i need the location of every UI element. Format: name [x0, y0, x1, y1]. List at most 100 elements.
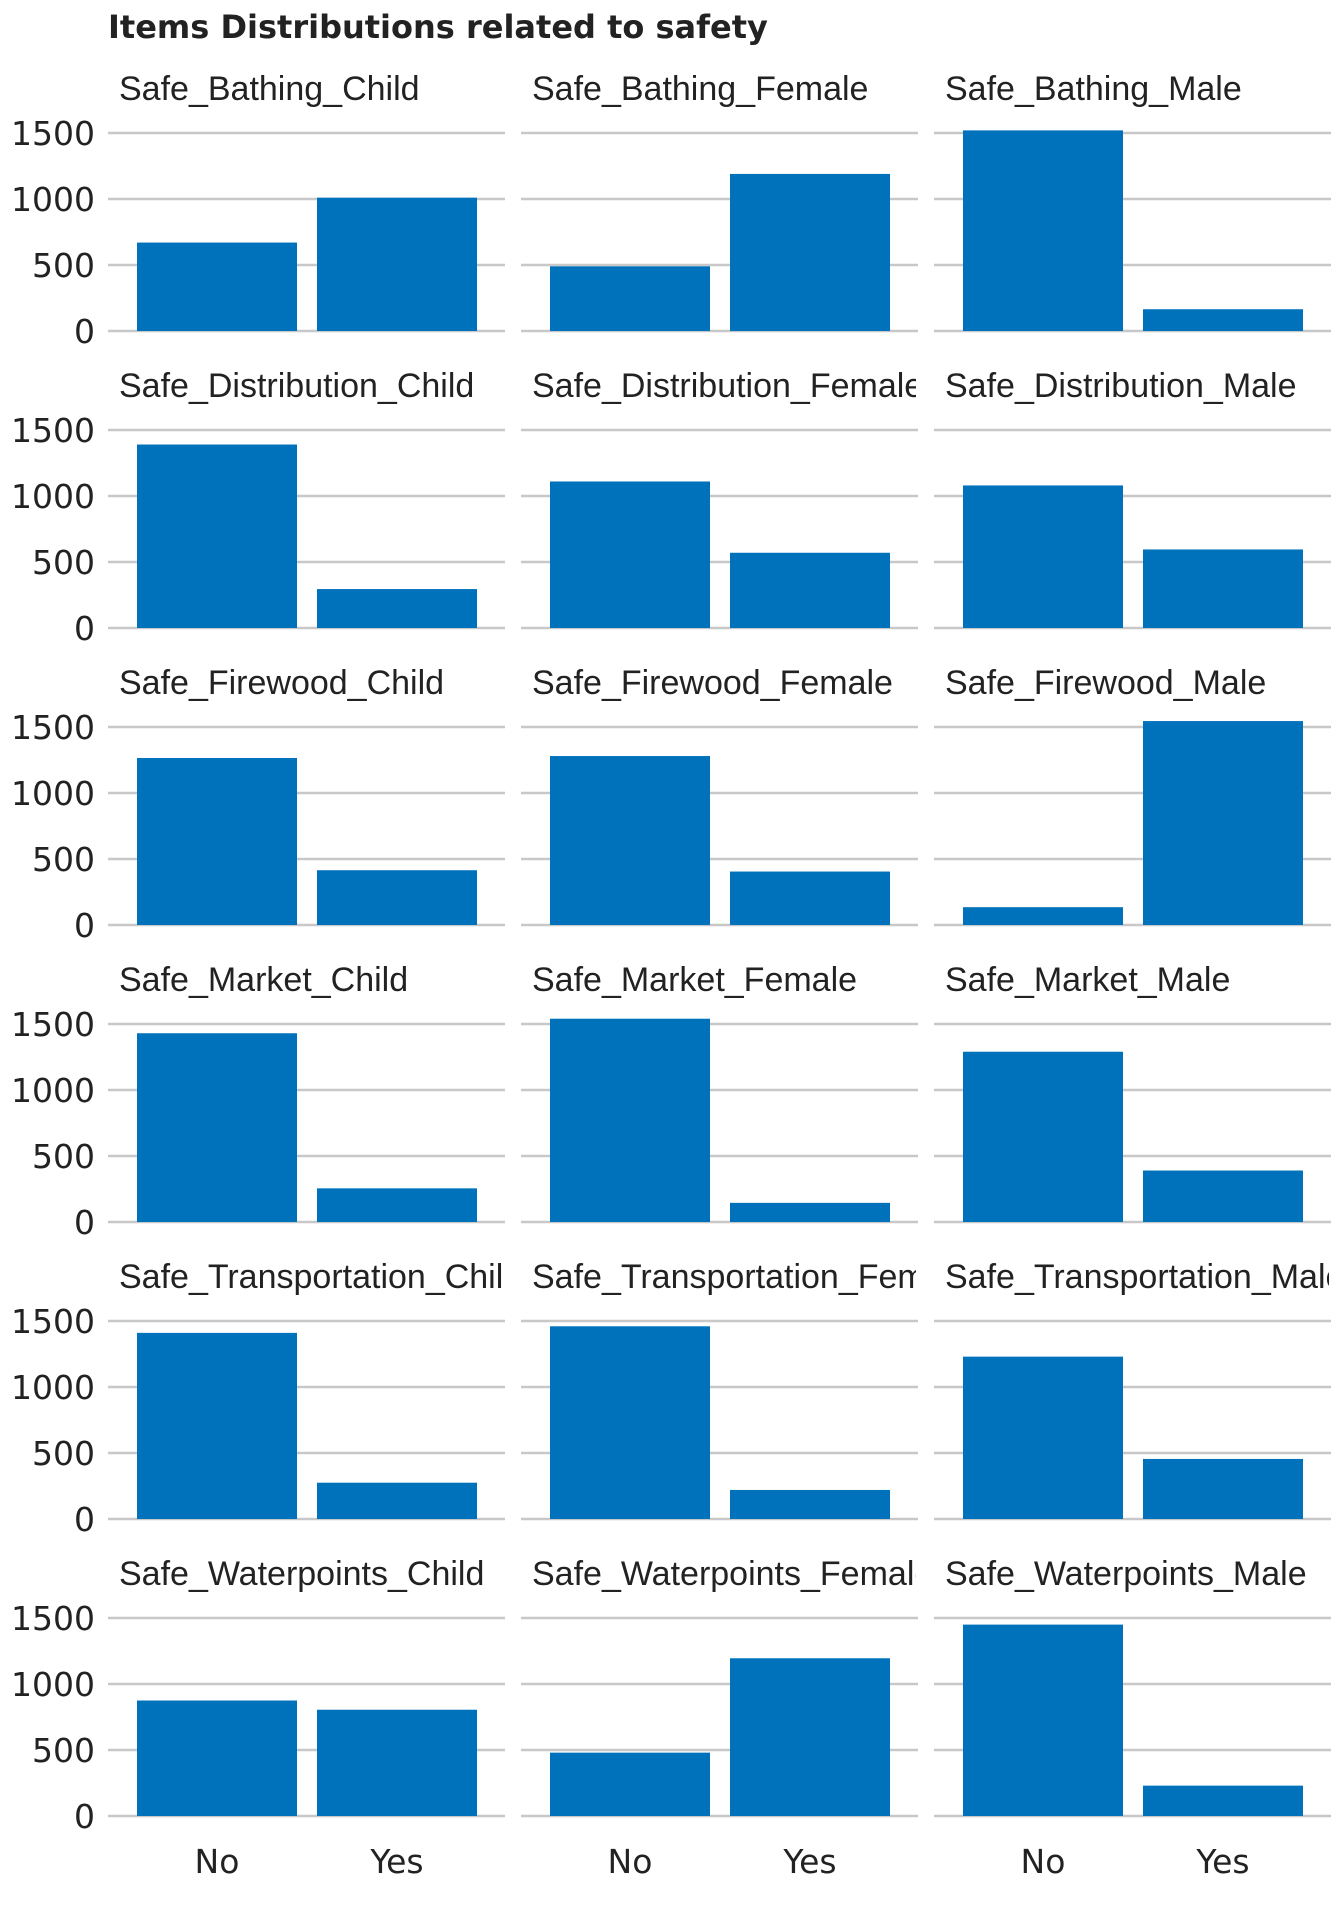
facet-panel: Safe_Firewood_Male	[934, 664, 1331, 927]
facet-title: Safe_Transportation_Male	[945, 1258, 1344, 1296]
y-tick-label: 1500	[11, 708, 95, 747]
y-tick-label: 1500	[11, 411, 95, 450]
y-tick-label: 0	[74, 312, 95, 351]
x-tick-label: Yes	[1195, 1842, 1249, 1881]
x-tick-label: No	[608, 1842, 653, 1881]
y-tick-label: 1000	[11, 1665, 95, 1704]
bar-yes	[1143, 1170, 1303, 1222]
facet-title: Safe_Market_Child	[119, 961, 408, 999]
facet-title: Safe_Transportation_Child	[119, 1258, 522, 1296]
facet-title: Safe_Distribution_Male	[945, 367, 1297, 405]
bar-no	[963, 907, 1123, 925]
bar-no	[137, 758, 297, 925]
bar-no	[137, 1033, 297, 1222]
bar-no	[137, 1700, 297, 1816]
y-tick-label: 500	[32, 543, 95, 582]
facet-panel: Safe_Bathing_Male	[934, 70, 1331, 333]
y-tick-label: 0	[74, 1797, 95, 1836]
panels-layer: Safe_Bathing_Child050010001500Safe_Bathi…	[11, 70, 1344, 1881]
facet-panel: Safe_Bathing_Female	[521, 70, 918, 333]
y-tick-label: 1000	[11, 180, 95, 219]
y-tick-label: 0	[74, 609, 95, 648]
y-tick-label: 0	[74, 1500, 95, 1539]
y-tick-label: 1000	[11, 774, 95, 813]
y-tick-label: 1500	[11, 114, 95, 153]
facet-panel: Safe_Waterpoints_Child 0 500 1000 1500	[11, 1555, 505, 1836]
bar-yes	[730, 1489, 890, 1519]
bar-no	[963, 1624, 1123, 1816]
facet-title: Safe_Waterpoints_Child	[119, 1555, 484, 1593]
bar-yes	[730, 1658, 890, 1816]
y-tick-label: 0	[74, 1203, 95, 1242]
bar-yes	[1143, 1458, 1303, 1519]
bar-no	[137, 1332, 297, 1519]
facet-title: Safe_Transportation_Female	[532, 1258, 971, 1296]
facet-title: Safe_Waterpoints_Male	[945, 1555, 1307, 1593]
facet-title: Safe_Firewood_Child	[119, 664, 444, 702]
bar-yes	[730, 552, 890, 628]
facet-panel: Safe_Market_Child 0 500 1000 1500	[11, 961, 505, 1242]
facet-title: Safe_Waterpoints_Female	[532, 1555, 933, 1593]
bar-yes	[317, 870, 477, 925]
bar-no	[550, 756, 710, 925]
bar-yes	[317, 1709, 477, 1816]
bar-yes	[730, 871, 890, 925]
facet-panel: Safe_Transportation_Male	[934, 1258, 1344, 1521]
bar-no	[550, 481, 710, 628]
facet-panel: Safe_Distribution_Female	[521, 367, 923, 630]
bar-yes	[317, 1482, 477, 1519]
bar-no	[550, 1752, 710, 1816]
y-tick-label: 0	[74, 906, 95, 945]
facet-panel: Safe_Waterpoints_Male	[934, 1555, 1331, 1818]
y-tick-label: 1000	[11, 477, 95, 516]
y-tick-label: 1500	[11, 1005, 95, 1044]
chart-title: Items Distributions related to safety	[108, 8, 768, 46]
facet-panel: Safe_Market_Male	[934, 961, 1331, 1224]
bar-no	[963, 485, 1123, 628]
x-tick-label: No	[195, 1842, 240, 1881]
x-tick-label: Yes	[369, 1842, 423, 1881]
bar-yes	[317, 1188, 477, 1222]
x-tick-label: Yes	[782, 1842, 836, 1881]
bar-no	[137, 444, 297, 628]
facet-title: Safe_Distribution_Child	[119, 367, 474, 405]
facet-title: Safe_Bathing_Child	[119, 70, 420, 108]
bar-yes	[1143, 309, 1303, 331]
bar-no	[963, 1356, 1123, 1519]
bar-no	[963, 1051, 1123, 1222]
facet-panel: Safe_Distribution_Child 0 500 1000 1500	[11, 367, 505, 648]
facet-title: Safe_Firewood_Male	[945, 664, 1266, 702]
y-tick-label: 1000	[11, 1368, 95, 1407]
bar-yes	[730, 1202, 890, 1222]
facet-panel: Safe_Firewood_Child 0 500 1000 1500	[11, 664, 505, 945]
facet-panel: Safe_Market_Female	[521, 961, 918, 1224]
x-tick-label: No	[1021, 1842, 1066, 1881]
bar-no	[550, 1018, 710, 1222]
y-tick-label: 500	[32, 246, 95, 285]
facet-title: Safe_Distribution_Female	[532, 367, 923, 405]
bar-yes	[1143, 721, 1303, 925]
bar-no	[550, 266, 710, 331]
facet-panel: Safe_Transportation_Child 0 500 1000 1500	[11, 1258, 522, 1539]
bar-no	[550, 1326, 710, 1519]
bar-yes	[1143, 549, 1303, 628]
y-tick-label: 500	[32, 1731, 95, 1770]
y-tick-label: 500	[32, 840, 95, 879]
bar-yes	[317, 589, 477, 628]
facet-panel: Safe_Bathing_Child 0 500 1000 1500	[11, 70, 505, 351]
facet-title: Safe_Firewood_Female	[532, 664, 893, 702]
facet-title: Safe_Market_Female	[532, 961, 857, 999]
bar-no	[963, 130, 1123, 331]
y-tick-label: 1000	[11, 1071, 95, 1110]
y-tick-label: 1500	[11, 1302, 95, 1341]
bar-yes	[1143, 1785, 1303, 1816]
bar-yes	[730, 173, 890, 331]
facet-panel: Safe_Waterpoints_Female	[521, 1555, 933, 1818]
bar-yes	[317, 197, 477, 331]
y-tick-label: 500	[32, 1137, 95, 1176]
facet-panel: Safe_Transportation_Female	[521, 1258, 971, 1521]
facet-panel: Safe_Firewood_Female	[521, 664, 918, 927]
bar-no	[137, 242, 297, 331]
y-tick-label: 1500	[11, 1599, 95, 1638]
